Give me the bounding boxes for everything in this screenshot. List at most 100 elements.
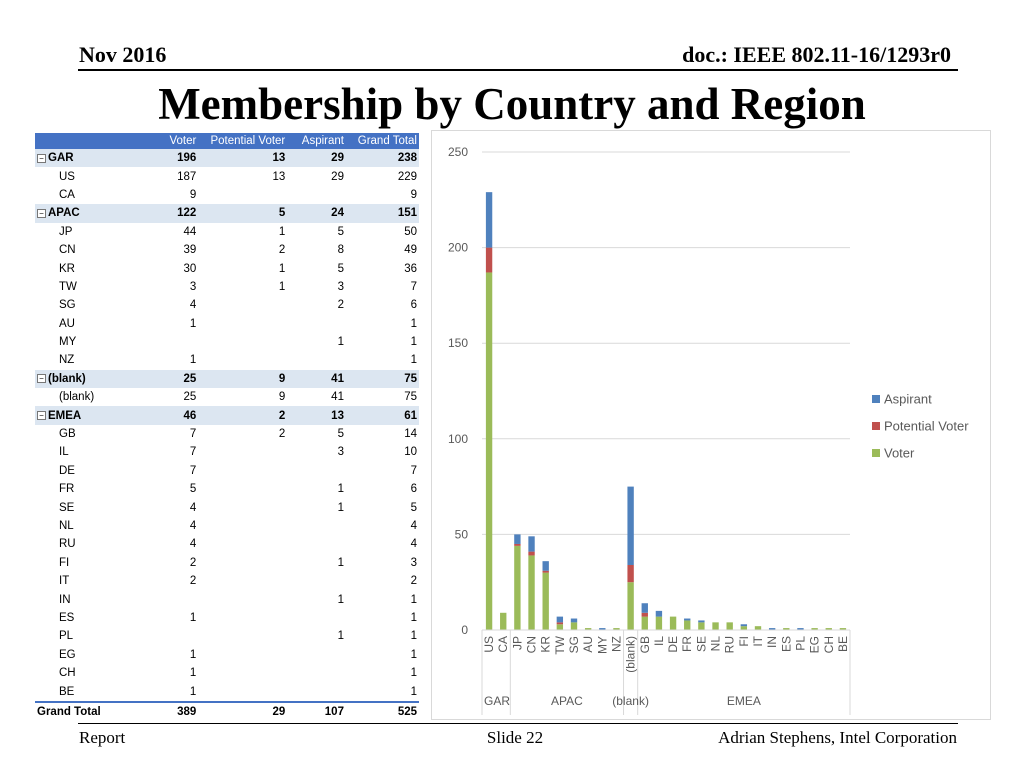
value-cell: 1 xyxy=(146,682,198,701)
value-cell: 44 xyxy=(146,223,198,241)
country-label-text: DE xyxy=(59,464,75,477)
x-category-label: SG xyxy=(567,636,581,653)
country-label: US xyxy=(35,167,146,185)
value-cell: 1 xyxy=(287,590,346,608)
group-row[interactable]: − EMEA 46 2 13 61 xyxy=(35,406,419,425)
value-cell: 4 xyxy=(146,517,198,535)
group-total-cell: 238 xyxy=(345,149,419,168)
value-cell: 39 xyxy=(146,241,198,259)
value-cell: 29 xyxy=(287,167,346,185)
value-cell: 1 xyxy=(346,664,419,682)
bar-segment-voter xyxy=(528,555,535,630)
country-label: FR xyxy=(35,480,146,498)
collapse-toggle-icon[interactable]: − xyxy=(37,153,46,163)
value-cell: 1 xyxy=(198,223,287,241)
value-cell xyxy=(146,333,198,351)
value-cell-text: 25 xyxy=(183,391,197,404)
country-label: CN xyxy=(35,241,146,259)
value-cell-text: 4 xyxy=(410,520,417,532)
value-cell xyxy=(198,590,287,608)
value-cell-text: 75 xyxy=(404,391,417,404)
value-cell: 4 xyxy=(146,535,198,553)
bar-segment-potential-voter xyxy=(641,612,648,617)
grand-total-cell: 389 xyxy=(146,700,199,722)
value-cell-text: 5 xyxy=(410,501,417,514)
x-category-label: PL xyxy=(793,636,807,651)
value-cell: 30 xyxy=(146,259,198,277)
value-cell xyxy=(198,443,287,461)
legend-swatch xyxy=(872,395,880,403)
value-cell-text: 5 xyxy=(337,428,344,441)
x-category-label: FR xyxy=(680,636,694,652)
collapse-toggle-icon[interactable]: − xyxy=(37,411,46,421)
value-cell: 7 xyxy=(146,462,198,480)
value-cell-text: 2 xyxy=(337,299,344,312)
value-cell-text: 1 xyxy=(337,556,344,569)
group-total-cell: 2 xyxy=(198,406,288,425)
group-total-cell: 41 xyxy=(287,369,346,389)
value-cell: 5 xyxy=(287,425,346,443)
value-cell xyxy=(287,572,346,590)
value-cell-text: 2 xyxy=(410,575,417,588)
table-row: US 187 13 29 229 xyxy=(35,167,419,185)
country-label-text: PL xyxy=(59,630,74,643)
group-label[interactable]: − APAC xyxy=(35,204,147,223)
x-category-label: AU xyxy=(581,636,595,653)
group-label[interactable]: − EMEA xyxy=(35,406,147,425)
country-label: ES xyxy=(35,609,146,627)
value-cell: 9 xyxy=(346,186,419,204)
bar-segment-voter xyxy=(712,622,719,630)
table-row: SE 4 1 5 xyxy=(35,498,419,516)
table-row: KR 30 1 5 36 xyxy=(35,259,419,277)
value-cell: 10 xyxy=(346,443,419,461)
value-cell xyxy=(287,186,346,204)
collapse-toggle-icon[interactable]: − xyxy=(37,208,46,218)
value-cell xyxy=(198,572,287,590)
bar-segment-potential-voter xyxy=(528,551,535,556)
country-label-text: SE xyxy=(59,501,75,514)
group-row[interactable]: − GAR 196 13 29 238 xyxy=(35,149,419,168)
group-total-cell: 122 xyxy=(146,204,199,223)
bar-segment-voter xyxy=(627,582,634,630)
x-category-label: NL xyxy=(709,636,723,652)
legend-swatch xyxy=(872,449,880,457)
value-cell-text: 1 xyxy=(189,685,197,698)
value-cell: 9 xyxy=(146,186,198,204)
header-rule xyxy=(78,69,958,71)
value-cell-text: 10 xyxy=(404,446,417,459)
group-row[interactable]: − APAC 122 5 24 151 xyxy=(35,204,419,223)
country-label-text: JP xyxy=(59,225,73,238)
country-label-text: GB xyxy=(59,428,76,441)
x-category-label: IN xyxy=(765,636,779,648)
value-cell-text: 1 xyxy=(410,667,417,680)
value-cell xyxy=(287,682,346,701)
country-label: NL xyxy=(35,517,146,535)
value-cell-text: 2 xyxy=(278,244,286,257)
country-label-text: CN xyxy=(59,244,76,257)
table-row: FR 5 1 6 xyxy=(35,480,419,498)
group-label[interactable]: − GAR xyxy=(35,149,147,168)
value-cell: 1 xyxy=(287,333,346,351)
bar-segment-voter xyxy=(584,628,592,630)
country-label: IN xyxy=(35,590,146,608)
y-tick-label: 250 xyxy=(448,145,468,159)
group-total-cell-text: 25 xyxy=(183,372,197,385)
col-header-potential-voter: Potential Voter xyxy=(198,133,288,149)
value-cell: 1 xyxy=(146,664,198,682)
value-cell: 2 xyxy=(346,572,419,590)
group-total-cell-text: 13 xyxy=(272,152,286,165)
table-row: CH 1 1 xyxy=(35,664,419,682)
country-label: JP xyxy=(35,223,146,241)
value-cell-text: 50 xyxy=(404,225,417,238)
value-cell-text: 1 xyxy=(410,354,417,367)
value-cell xyxy=(198,296,287,314)
group-label[interactable]: − (blank) xyxy=(35,369,147,389)
value-cell: 1 xyxy=(287,554,346,572)
bar-segment-aspirant xyxy=(698,620,705,623)
chart-container: 0 50 100 150 200 250 US CA JP CN KR TW SG AU MY NZ (blan… xyxy=(431,130,991,720)
collapse-toggle-icon[interactable]: − xyxy=(37,374,46,384)
value-cell-text: 2 xyxy=(189,556,197,569)
group-row[interactable]: − (blank) 25 9 41 75 xyxy=(35,369,419,389)
country-label-text: FR xyxy=(59,483,75,496)
